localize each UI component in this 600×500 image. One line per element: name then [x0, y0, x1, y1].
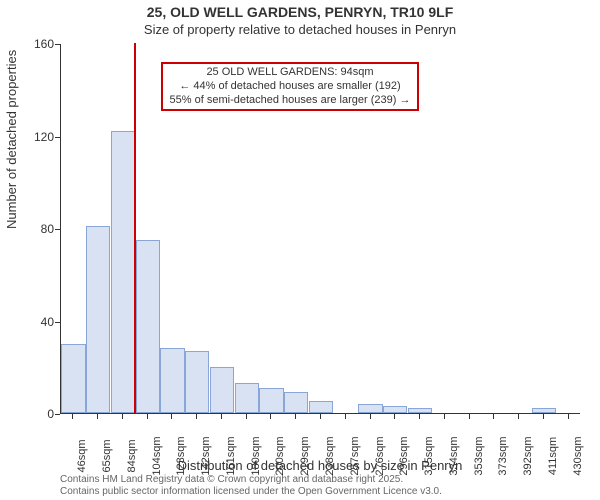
y-tick-label: 80: [14, 222, 54, 236]
x-tick-mark: [394, 414, 395, 419]
y-tick-mark: [55, 414, 60, 415]
y-tick-label: 160: [14, 37, 54, 51]
histogram-bar: [358, 404, 382, 413]
y-tick-mark: [55, 229, 60, 230]
y-tick-label: 0: [14, 407, 54, 421]
x-tick-label: 84sqm: [126, 439, 138, 472]
plot-area: 25 OLD WELL GARDENS: 94sqm ← 44% of deta…: [60, 44, 580, 414]
x-tick-label: 392sqm: [522, 436, 534, 475]
x-tick-label: 276sqm: [374, 436, 386, 475]
histogram-bar: [111, 131, 135, 413]
x-tick-mark: [493, 414, 494, 419]
histogram-bar: [408, 408, 432, 413]
x-tick-label: 238sqm: [324, 436, 336, 475]
y-tick-mark: [55, 137, 60, 138]
x-tick-label: 296sqm: [398, 436, 410, 475]
x-tick-mark: [469, 414, 470, 419]
chart-subtitle: Size of property relative to detached ho…: [0, 22, 600, 37]
histogram-bar: [235, 383, 259, 413]
histogram-bar: [532, 408, 556, 413]
x-tick-mark: [444, 414, 445, 419]
histogram-bar: [210, 367, 234, 413]
x-tick-mark: [370, 414, 371, 419]
x-tick-label: 334sqm: [448, 436, 460, 475]
attribution-line-1: Contains HM Land Registry data © Crown c…: [60, 474, 442, 486]
x-tick-label: 180sqm: [250, 436, 262, 475]
x-tick-label: 411sqm: [547, 437, 559, 475]
y-tick-mark: [55, 322, 60, 323]
annotation-box: 25 OLD WELL GARDENS: 94sqm ← 44% of deta…: [161, 62, 419, 111]
chart-title: 25, OLD WELL GARDENS, PENRYN, TR10 9LF: [0, 4, 600, 20]
x-tick-mark: [295, 414, 296, 419]
x-tick-mark: [518, 414, 519, 419]
histogram-bar: [160, 348, 184, 413]
x-tick-mark: [568, 414, 569, 419]
histogram-bar: [259, 388, 283, 413]
x-tick-label: 257sqm: [349, 436, 361, 475]
x-tick-mark: [270, 414, 271, 419]
chart-container: 25, OLD WELL GARDENS, PENRYN, TR10 9LF S…: [0, 0, 600, 500]
x-tick-mark: [171, 414, 172, 419]
x-tick-mark: [246, 414, 247, 419]
reference-line: [134, 43, 136, 413]
histogram-bar: [383, 406, 407, 413]
histogram-bar: [61, 344, 85, 413]
histogram-bar: [185, 351, 209, 413]
histogram-bar: [86, 226, 110, 413]
annotation-line-1: 25 OLD WELL GARDENS: 94sqm: [169, 66, 411, 80]
x-tick-mark: [147, 414, 148, 419]
y-tick-mark: [55, 44, 60, 45]
x-tick-mark: [72, 414, 73, 419]
x-tick-label: 315sqm: [423, 436, 435, 475]
y-tick-label: 120: [14, 130, 54, 144]
x-tick-mark: [122, 414, 123, 419]
x-tick-mark: [221, 414, 222, 419]
x-tick-label: 373sqm: [497, 436, 509, 475]
x-tick-label: 104sqm: [151, 436, 163, 475]
x-tick-label: 46sqm: [76, 439, 88, 472]
x-tick-mark: [196, 414, 197, 419]
x-tick-label: 161sqm: [225, 436, 237, 475]
x-tick-mark: [543, 414, 544, 419]
x-tick-label: 142sqm: [200, 436, 212, 475]
x-tick-label: 430sqm: [572, 436, 584, 475]
histogram-bar: [136, 240, 160, 413]
x-tick-label: 65sqm: [101, 439, 113, 472]
x-tick-label: 353sqm: [473, 436, 485, 475]
attribution-line-2: Contains public sector information licen…: [60, 486, 442, 498]
histogram-bar: [284, 392, 308, 413]
x-tick-label: 219sqm: [299, 436, 311, 475]
annotation-line-2: ← 44% of detached houses are smaller (19…: [169, 80, 411, 94]
x-tick-mark: [320, 414, 321, 419]
annotation-line-3: 55% of semi-detached houses are larger (…: [169, 94, 411, 108]
x-tick-label: 123sqm: [175, 436, 187, 475]
attribution-text: Contains HM Land Registry data © Crown c…: [60, 474, 442, 498]
x-tick-mark: [345, 414, 346, 419]
histogram-bar: [309, 401, 333, 413]
x-tick-label: 200sqm: [274, 436, 286, 475]
x-tick-mark: [97, 414, 98, 419]
x-tick-mark: [419, 414, 420, 419]
y-tick-label: 40: [14, 315, 54, 329]
